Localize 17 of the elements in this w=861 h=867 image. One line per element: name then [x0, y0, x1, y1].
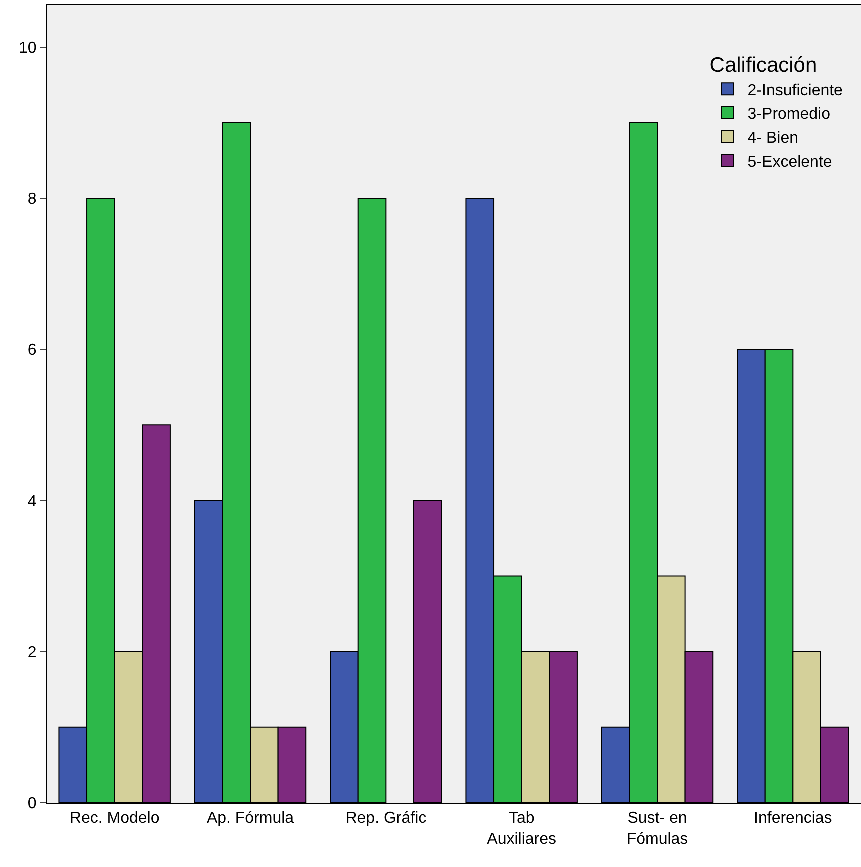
x-tick-label: Ap. Fórmula — [206, 810, 294, 828]
x-tick-label: Rec. Modelo — [70, 810, 160, 828]
y-tick-label: 4 — [28, 493, 37, 510]
y-tick-label: 2 — [28, 644, 37, 662]
y-tick-label: 6 — [28, 342, 37, 360]
legend-label: 3-Promedio — [748, 106, 831, 124]
y-tick-label: 8 — [28, 191, 37, 208]
y-tick-label: 10 — [19, 40, 37, 57]
legend-label: 5-Excelente — [748, 154, 832, 171]
x-tick-label: Rep. Gráfic — [346, 810, 427, 828]
x-tick-label: Tab Auxiliares — [487, 810, 557, 848]
legend-title: Calificación — [710, 54, 818, 78]
x-tick-label: Inferencias — [754, 810, 832, 828]
legend-label: 4- Bien — [748, 130, 798, 147]
legend-label: 2-Insuficiente — [748, 82, 844, 100]
x-tick-label: Sust- en Fómulas — [626, 810, 688, 848]
y-tick-label: 0 — [28, 796, 37, 813]
